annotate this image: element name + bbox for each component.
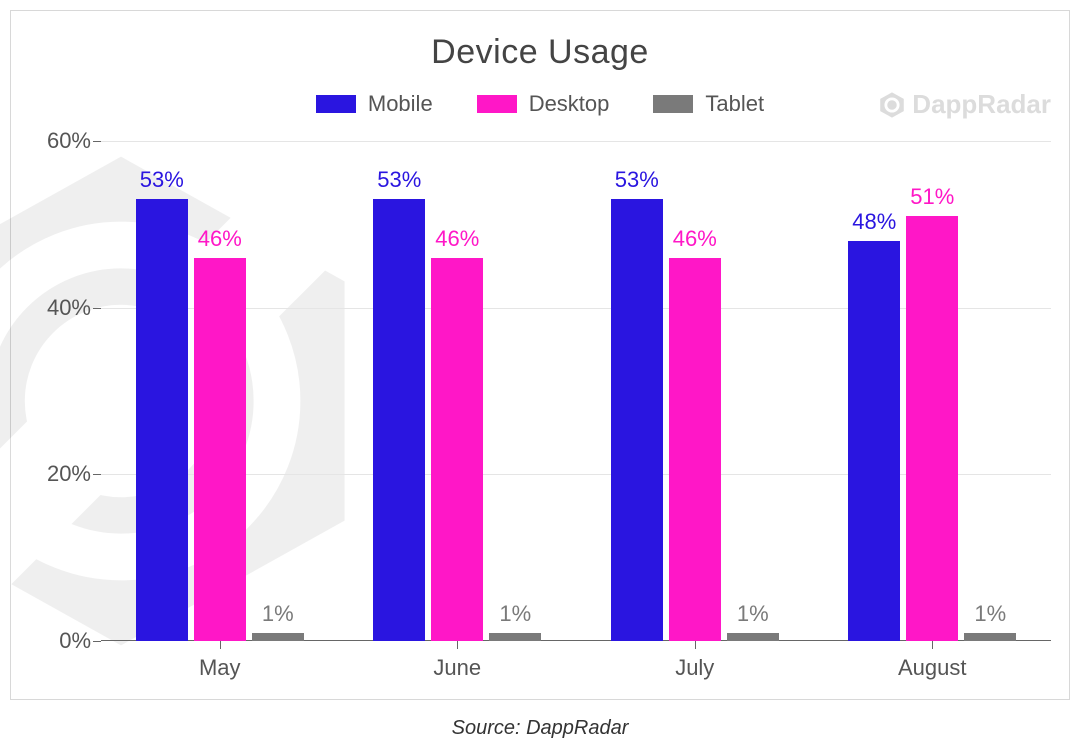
x-axis-tick [932,641,933,649]
bar-tablet [727,633,779,641]
bar-tablet [489,633,541,641]
plot-area: 0%20%40%60%May53%46%1%June53%46%1%July53… [101,141,1051,641]
watermark-text: DappRadar [912,89,1051,120]
legend-swatch [477,95,517,113]
bar-value-label: 46% [645,226,745,252]
x-axis-label: June [357,655,557,681]
legend-item-mobile: Mobile [316,91,433,117]
x-axis-tick [457,641,458,649]
y-axis-tick [93,474,101,475]
y-axis-label: 40% [47,295,91,321]
bar-desktop [431,258,483,641]
watermark-top-right: DappRadar [878,89,1051,120]
y-axis-tick [93,141,101,142]
bar-value-label: 51% [882,184,982,210]
bar-desktop [669,258,721,641]
legend-item-desktop: Desktop [477,91,610,117]
legend-swatch [653,95,693,113]
bar-desktop [194,258,246,641]
bar-value-label: 1% [465,601,565,627]
x-axis-label: July [595,655,795,681]
chart-frame: Device Usage Mobile Desktop Tablet DappRad… [10,10,1070,700]
legend-item-tablet: Tablet [653,91,764,117]
bar-value-label: 53% [587,167,687,193]
y-axis-tick [93,641,101,642]
y-axis-label: 0% [59,628,91,654]
bar-mobile [373,199,425,641]
chart-title: Device Usage [11,33,1069,72]
y-axis-tick [93,308,101,309]
bar-mobile [136,199,188,641]
bar-tablet [252,633,304,641]
bar-value-label: 53% [112,167,212,193]
gridline [101,141,1051,142]
legend-label: Desktop [529,91,610,117]
x-axis-tick [695,641,696,649]
bar-mobile [611,199,663,641]
source-caption: Source: DappRadar [0,717,1080,740]
bar-value-label: 1% [703,601,803,627]
legend-label: Mobile [368,91,433,117]
legend-swatch [316,95,356,113]
bar-mobile [848,241,900,641]
bar-value-label: 46% [407,226,507,252]
bar-value-label: 53% [349,167,449,193]
bar-value-label: 46% [170,226,270,252]
x-axis-label: May [120,655,320,681]
bar-value-label: 1% [228,601,328,627]
dappradar-icon [878,91,906,119]
bar-tablet [964,633,1016,641]
bar-value-label: 1% [940,601,1040,627]
bar-desktop [906,216,958,641]
y-axis-label: 20% [47,461,91,487]
legend-label: Tablet [705,91,764,117]
y-axis-label: 60% [47,128,91,154]
x-axis-tick [220,641,221,649]
x-axis-label: August [832,655,1032,681]
